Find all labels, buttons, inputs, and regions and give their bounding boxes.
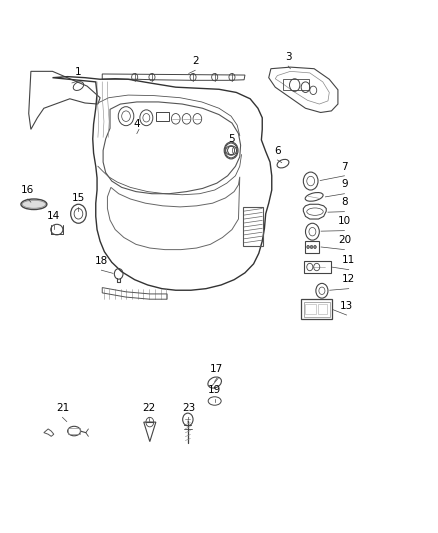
Circle shape <box>314 245 316 248</box>
Text: 12: 12 <box>342 274 355 285</box>
Bar <box>318 304 327 314</box>
Text: 13: 13 <box>340 301 353 311</box>
Text: 11: 11 <box>342 255 355 265</box>
Text: 9: 9 <box>341 180 348 190</box>
Circle shape <box>310 245 313 248</box>
Text: 21: 21 <box>56 403 69 413</box>
Text: 8: 8 <box>341 197 348 207</box>
Text: 14: 14 <box>47 211 60 221</box>
Text: 15: 15 <box>72 193 85 203</box>
Bar <box>283 79 309 90</box>
Text: 17: 17 <box>210 364 223 374</box>
Ellipse shape <box>21 199 47 209</box>
Text: 22: 22 <box>142 403 155 413</box>
Text: 2: 2 <box>192 56 198 66</box>
Bar <box>68 428 80 434</box>
Bar <box>156 112 169 122</box>
Text: 18: 18 <box>95 256 108 266</box>
Text: 10: 10 <box>338 216 351 227</box>
Bar <box>304 302 330 317</box>
Text: 6: 6 <box>274 146 281 156</box>
Bar <box>305 241 319 253</box>
Text: 4: 4 <box>134 119 140 130</box>
Bar <box>304 261 331 273</box>
Text: 19: 19 <box>208 385 221 395</box>
Text: 1: 1 <box>75 67 82 77</box>
Bar <box>301 299 332 319</box>
Text: 20: 20 <box>338 236 351 245</box>
Text: 3: 3 <box>285 52 292 62</box>
Bar <box>243 207 263 246</box>
Text: 7: 7 <box>341 161 348 172</box>
Text: 5: 5 <box>229 134 235 144</box>
Text: 23: 23 <box>182 403 195 413</box>
Circle shape <box>307 245 309 248</box>
Text: 16: 16 <box>21 185 35 195</box>
Bar <box>305 304 316 314</box>
